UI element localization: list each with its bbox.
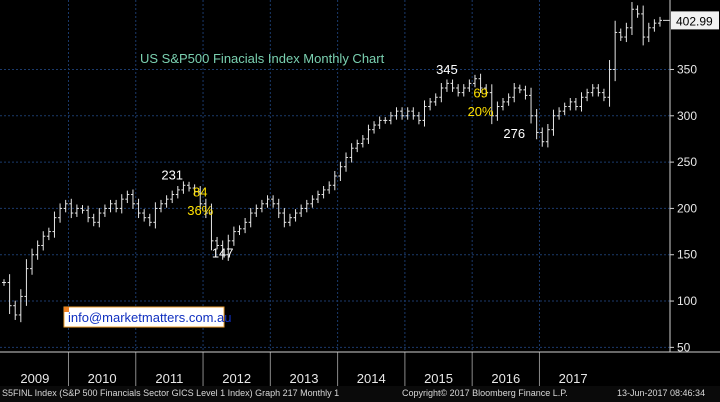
footer: S5FINL Index (S&P 500 Financials Sector … [0, 386, 720, 402]
chart-annotation: 147 [212, 246, 234, 261]
chart-annotation: 36% [187, 203, 213, 218]
x-tick-label: 2010 [88, 371, 117, 386]
watermark-box [63, 306, 225, 328]
chart-annotation: 276 [503, 126, 525, 141]
chart-annotation: 345 [436, 62, 458, 77]
chart-svg: 50 100 150 200 250 300 350 2009 2010 2011 2012 2013… [0, 0, 720, 386]
footer-timestamp: 13-Jun-2017 08:46:34 [617, 388, 706, 398]
chart-title: US S&P500 Finacials Index Monthly Chart [140, 51, 385, 66]
x-tick-label: 2009 [20, 371, 49, 386]
x-tick-label: 2011 [155, 371, 183, 386]
y-tick-label: 50 [677, 340, 691, 354]
watermark-text: info@marketmatters.com.au [68, 310, 231, 325]
x-tick-label: 2013 [290, 371, 319, 386]
x-tick-label: 2017 [559, 371, 588, 386]
footer-copyright: Copyright© 2017 Bloomberg Finance L.P. [402, 388, 568, 398]
chart-annotation: 20% [468, 104, 494, 119]
y-tick-label: 200 [677, 201, 697, 215]
watermark-marker [64, 307, 69, 312]
last-price-box [671, 11, 719, 30]
y-tick-label: 100 [677, 294, 697, 308]
y-tick-label: 150 [677, 248, 697, 262]
chart-annotation: 69 [473, 85, 487, 100]
y-tick-label: 350 [677, 62, 697, 76]
y-tick-label: 250 [677, 155, 697, 169]
x-tick-label: 2016 [491, 371, 520, 386]
last-price-label: 402.99 [676, 14, 713, 28]
chart-annotation: 84 [193, 184, 207, 199]
x-tick-label: 2015 [424, 371, 453, 386]
x-tick-label: 2012 [222, 371, 251, 386]
footer-left: S5FINL Index (S&P 500 Financials Sector … [2, 388, 340, 398]
x-tick-label: 2014 [357, 371, 386, 386]
chart-annotation: 231 [161, 168, 183, 183]
y-tick-label: 300 [677, 109, 697, 123]
